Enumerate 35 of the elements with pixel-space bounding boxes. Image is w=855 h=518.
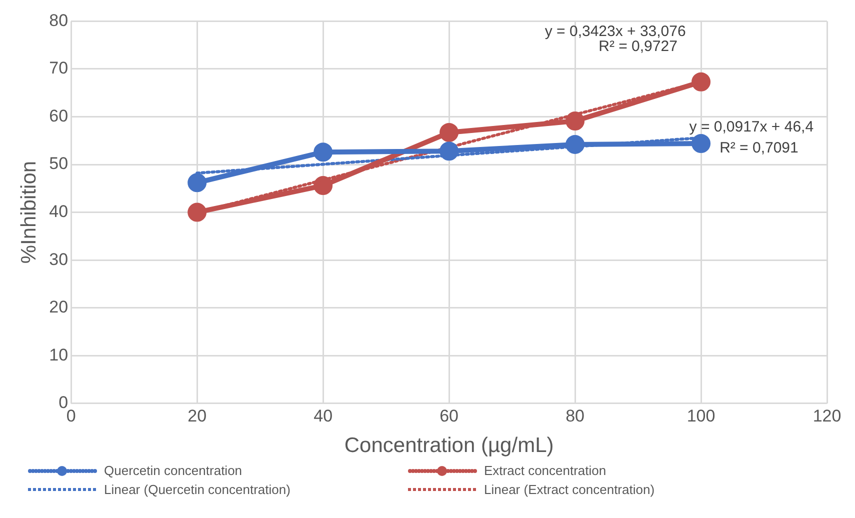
y-tick-label: 10 <box>49 345 68 364</box>
annotation: R² = 0,9727 <box>598 38 678 56</box>
point <box>440 123 459 142</box>
point <box>314 176 333 196</box>
point <box>440 142 459 161</box>
y-axis-title: %Inhibition <box>17 160 40 264</box>
point <box>566 112 585 131</box>
x-tick-label: 120 <box>812 406 842 426</box>
y-tick-label: 70 <box>49 58 68 78</box>
annotation: R² = 0,7091 <box>720 139 798 156</box>
legend-label: Extract concentration <box>484 463 606 478</box>
annotation: y = 0,3423x + 33,076 <box>544 22 686 40</box>
legend-label: Linear (Quercetin concentration) <box>104 482 290 497</box>
x-tick-label: 20 <box>188 406 207 426</box>
point <box>188 173 207 192</box>
x-tick-label: 40 <box>314 406 333 426</box>
y-tick-label: 0 <box>58 393 68 412</box>
x-tick-label: 60 <box>440 406 459 426</box>
y-tick-label: 80 <box>49 10 68 30</box>
x-tick-label: 100 <box>686 406 716 426</box>
x-tick-label: 80 <box>566 406 584 426</box>
y-tick-label: 60 <box>49 106 68 126</box>
y-tick-label: 30 <box>49 250 68 269</box>
x-axis-title: Concentration (µg/mL) <box>344 434 554 458</box>
legend-label: Linear (Extract concentration) <box>484 482 655 497</box>
y-tick-label: 50 <box>49 154 68 174</box>
y-tick-label: 20 <box>49 298 68 317</box>
point <box>314 142 333 162</box>
y-tick-label: 40 <box>49 202 68 221</box>
point <box>566 134 585 154</box>
annotation: y = 0,0917x + 46,4 <box>689 118 814 136</box>
point <box>692 134 711 154</box>
point <box>188 202 207 222</box>
point <box>692 72 711 92</box>
legend-label: Quercetin concentration <box>104 463 242 478</box>
